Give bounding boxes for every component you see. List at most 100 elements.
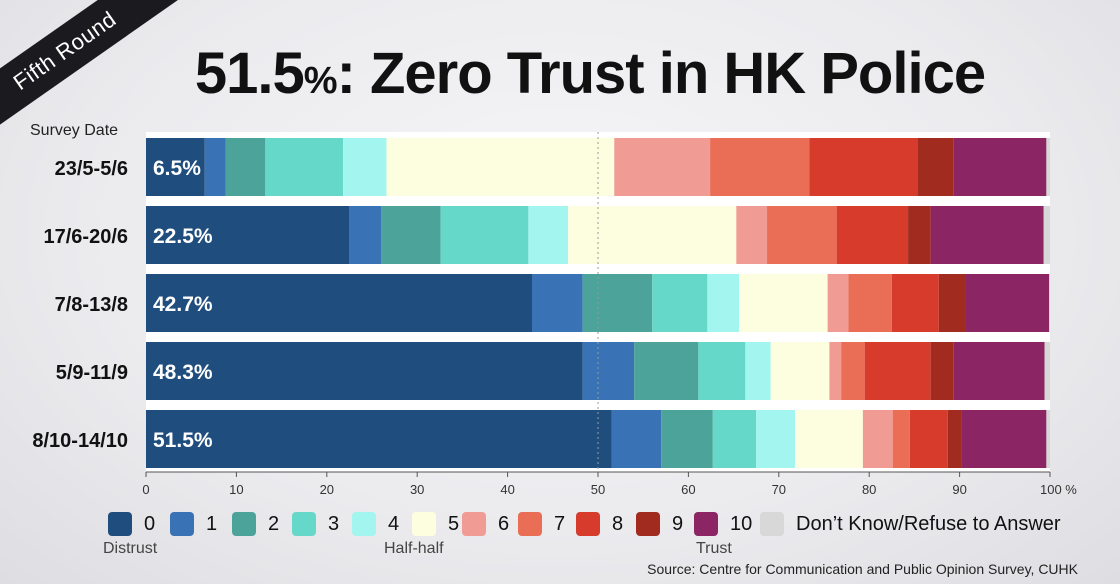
bar-segment [1043, 206, 1050, 264]
bar-segment [343, 138, 387, 196]
legend-item: 7 [518, 512, 565, 536]
bar-segment [1044, 342, 1050, 400]
x-tick-label: 20 [320, 482, 334, 497]
bar-segment [862, 410, 893, 468]
legend-item: 1 [170, 512, 217, 536]
legend-item: 0 [108, 512, 155, 536]
legend-label: 10 [730, 512, 753, 535]
bar-segment [836, 206, 909, 264]
legend-item: 2 [232, 512, 279, 536]
bar-segment [265, 138, 344, 196]
bar-segment [756, 410, 796, 468]
bar-segment [739, 274, 828, 332]
legend-item: 9 [636, 512, 683, 536]
bar-segment [891, 274, 939, 332]
legend-swatch [352, 512, 376, 536]
bar-segment [146, 342, 583, 400]
legend-item: Don’t Know/Refuse to Answer [760, 512, 1061, 536]
bar-segment [953, 138, 1047, 196]
bar-segment [381, 206, 441, 264]
bar-segment [698, 342, 746, 400]
title-text: : Zero Trust in HK Police [336, 41, 987, 106]
bar-segment [848, 274, 892, 332]
legend-sub-trust: Trust [696, 540, 732, 557]
x-tick-label: 10 [229, 482, 243, 497]
bar-segment [386, 138, 615, 196]
bar-segment [767, 206, 837, 264]
chart-title: 51.5%: Zero Trust in HK Police [140, 40, 1040, 107]
bar-segment [146, 274, 533, 332]
bar-segment [930, 342, 954, 400]
legend-swatch [694, 512, 718, 536]
bar-segment [930, 206, 1044, 264]
bar-segment [528, 206, 569, 264]
legend-swatch [108, 512, 132, 536]
bar-data-label: 6.5% [153, 157, 201, 180]
legend-swatch [518, 512, 542, 536]
legend-label: 9 [672, 512, 684, 535]
bar-segment [908, 206, 931, 264]
legend-swatch [462, 512, 486, 536]
legend-swatch [170, 512, 194, 536]
legend-item: 4 [352, 512, 399, 536]
bar-segment [582, 274, 653, 332]
bar-segment [864, 342, 931, 400]
bar-segment [146, 410, 612, 468]
bar-segment [795, 410, 863, 468]
legend-item: 10 [694, 512, 752, 536]
bar-segment [707, 274, 740, 332]
bar-segment [532, 274, 583, 332]
x-tick-label: 70 [772, 482, 786, 497]
category-label: 8/10-14/10 [32, 430, 128, 452]
legend-label: 2 [268, 512, 280, 535]
bar-data-label: 48.3% [153, 361, 213, 384]
bar-segment [736, 206, 768, 264]
bar-segment [770, 342, 830, 400]
bar-segment [918, 138, 954, 196]
legend-swatch [636, 512, 660, 536]
legend-sub-distrust: Distrust [103, 540, 158, 557]
legend-swatch [232, 512, 256, 536]
legend-label: 6 [498, 512, 510, 535]
bar-segment [938, 274, 966, 332]
bar-segment [661, 410, 713, 468]
legend-item: 6 [462, 512, 509, 536]
legend-sub-half: Half-half [384, 540, 444, 557]
survey-date-label: Survey Date [30, 122, 119, 139]
legend-label: 0 [144, 512, 156, 535]
legend-label: 1 [206, 512, 218, 535]
category-label: 17/6-20/6 [43, 226, 128, 248]
x-tick-label: 30 [410, 482, 424, 497]
category-label: 23/5-5/6 [55, 158, 128, 180]
legend-label: 3 [328, 512, 340, 535]
legend-swatch [576, 512, 600, 536]
bar-segment [809, 138, 919, 196]
legend-item: 5 [412, 512, 459, 536]
title-percent: % [303, 60, 338, 102]
x-tick-label: 50 [591, 482, 605, 497]
x-tick-label: 60 [681, 482, 695, 497]
bar-segment [965, 274, 1050, 332]
bar-segment [841, 342, 865, 400]
bar-segment [961, 410, 1047, 468]
bar-segment [440, 206, 529, 264]
bar-segment [146, 206, 350, 264]
legend-item: 8 [576, 512, 623, 536]
legend-label: 7 [554, 512, 566, 535]
bar-segment [827, 274, 849, 332]
bar-segment [892, 410, 910, 468]
x-tick-label: 90 [952, 482, 966, 497]
bar-segment [1049, 274, 1050, 332]
legend-swatch [292, 512, 316, 536]
legend-label: Don’t Know/Refuse to Answer [796, 512, 1061, 535]
legend-label: 8 [612, 512, 624, 535]
bar-segment [909, 410, 948, 468]
bar-segment [710, 138, 810, 196]
bar-segment [652, 274, 708, 332]
bar-segment [634, 342, 699, 400]
bar-segment [1046, 410, 1050, 468]
legend-swatch [412, 512, 436, 536]
bar-data-label: 22.5% [153, 225, 213, 248]
bar-segment [204, 138, 226, 196]
